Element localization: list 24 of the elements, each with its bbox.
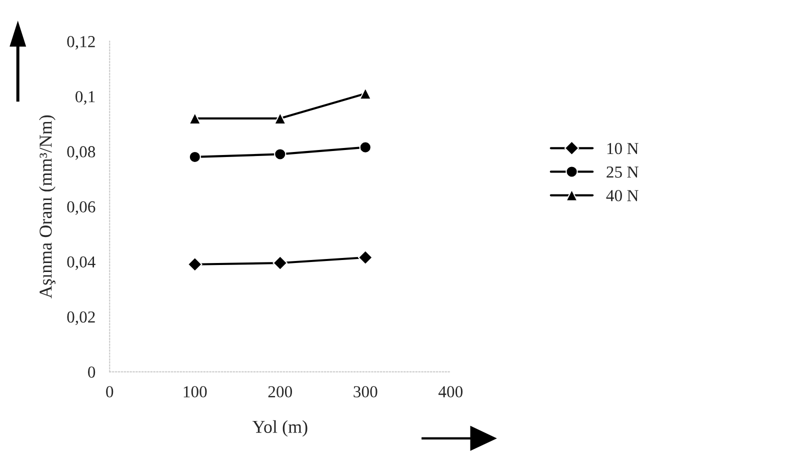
point <box>358 250 373 265</box>
legend-label: 40 N <box>606 190 638 202</box>
y-tick-label: 0,02 <box>67 311 95 326</box>
point <box>188 150 201 164</box>
x-tick-label: 300 <box>354 386 378 398</box>
point <box>359 88 372 100</box>
y-axis-title: Aşınma Oranı (mm³/Nm) <box>39 115 56 298</box>
point <box>272 256 288 270</box>
x-tick-label: 400 <box>438 386 463 398</box>
legend-label: 10 N <box>607 142 638 154</box>
point <box>274 148 286 160</box>
point <box>187 256 202 272</box>
y-tick-label: 0,12 <box>67 36 95 50</box>
x-axis-title: Yol (m) <box>252 420 308 437</box>
y-tick-label: 0 <box>88 366 96 378</box>
x-tick-label: 200 <box>268 386 292 398</box>
x-tick-label: 100 <box>184 386 207 398</box>
y-tick-label: 0,06 <box>67 201 96 215</box>
legend-label: 25 N <box>606 166 638 178</box>
x-tick-label: 0 <box>106 386 114 398</box>
point <box>359 141 372 154</box>
y-tick-label: 0,08 <box>67 146 96 160</box>
y-tick-label: 0,1 <box>76 91 95 105</box>
y-tick-label: 0,04 <box>67 256 96 270</box>
